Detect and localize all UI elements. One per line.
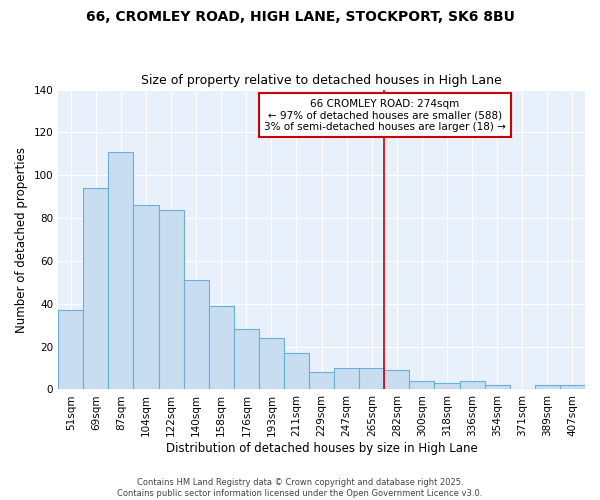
Text: 66, CROMLEY ROAD, HIGH LANE, STOCKPORT, SK6 8BU: 66, CROMLEY ROAD, HIGH LANE, STOCKPORT, … bbox=[86, 10, 514, 24]
Bar bbox=[434, 383, 460, 390]
Text: Contains HM Land Registry data © Crown copyright and database right 2025.
Contai: Contains HM Land Registry data © Crown c… bbox=[118, 478, 482, 498]
Bar bbox=[385, 370, 409, 390]
Bar bbox=[133, 205, 158, 390]
Bar bbox=[284, 353, 309, 390]
Bar bbox=[309, 372, 334, 390]
Y-axis label: Number of detached properties: Number of detached properties bbox=[15, 146, 28, 332]
Bar bbox=[83, 188, 109, 390]
Bar bbox=[535, 385, 560, 390]
X-axis label: Distribution of detached houses by size in High Lane: Distribution of detached houses by size … bbox=[166, 442, 478, 455]
Bar bbox=[334, 368, 359, 390]
Bar bbox=[109, 152, 133, 390]
Bar bbox=[460, 381, 485, 390]
Text: 66 CROMLEY ROAD: 274sqm
← 97% of detached houses are smaller (588)
3% of semi-de: 66 CROMLEY ROAD: 274sqm ← 97% of detache… bbox=[264, 98, 506, 132]
Bar bbox=[209, 306, 234, 390]
Bar bbox=[58, 310, 83, 390]
Bar bbox=[409, 381, 434, 390]
Bar bbox=[158, 210, 184, 390]
Bar bbox=[560, 385, 585, 390]
Bar bbox=[259, 338, 284, 390]
Bar bbox=[184, 280, 209, 390]
Bar bbox=[485, 385, 510, 390]
Bar bbox=[234, 330, 259, 390]
Bar bbox=[359, 368, 385, 390]
Title: Size of property relative to detached houses in High Lane: Size of property relative to detached ho… bbox=[141, 74, 502, 87]
